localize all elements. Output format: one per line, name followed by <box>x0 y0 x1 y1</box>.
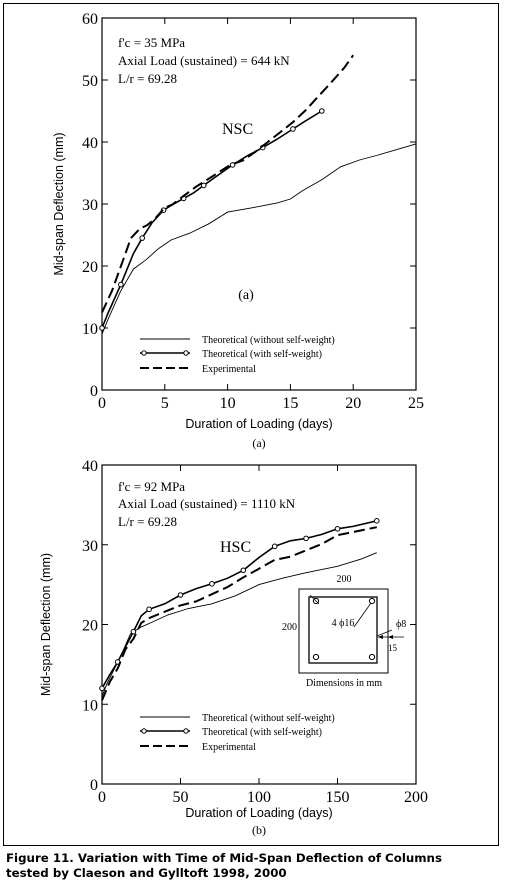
panel-a-legend-label: Experimental <box>202 364 256 375</box>
rebar <box>368 653 376 661</box>
panel-b-x-tick-label: 100 <box>247 789 271 806</box>
panel-b-data-point <box>373 518 380 524</box>
hook <box>309 594 320 605</box>
panel-a-inner-label: (a) <box>238 288 254 303</box>
panel-b-data-point <box>271 543 278 550</box>
panel-a-concrete-label: NSC <box>222 121 253 138</box>
panel-a-load-annotation: Axial Load (sustained) = 644 kN <box>118 53 290 68</box>
rebar <box>368 597 376 605</box>
cross-section-inset <box>298 588 404 674</box>
panel-a-y-tick-label: 60 <box>82 11 98 28</box>
panel-a-data-point <box>118 281 124 288</box>
panel-b-load-annotation: Axial Load (sustained) = 1110 kN <box>118 496 296 511</box>
panel-b-panel-label: (b) <box>252 823 266 837</box>
panel-b-legend-label: Theoretical (without self-weight) <box>202 713 335 724</box>
inset-left-dimension: 200 <box>282 622 297 633</box>
panel-b-y-tick-label: 10 <box>82 697 98 714</box>
inset-bar-label: 4 ϕ16 <box>332 618 355 629</box>
rebar <box>312 597 320 605</box>
panel-a-y-tick-label: 20 <box>82 259 98 276</box>
panel-a-x-axis-label: Duration of Loading (days) <box>185 417 332 431</box>
panel-a-data-point <box>200 182 207 189</box>
inset-units-label: Dimensions in mm <box>306 678 382 689</box>
panel-a-legend-marker <box>183 350 189 356</box>
inset-top-dimension: 200 <box>337 574 352 585</box>
bar-leader <box>353 602 372 628</box>
panel-a-x-tick-label: 10 <box>220 395 236 412</box>
panel-a-y-tick-label: 10 <box>82 321 98 338</box>
panel-b-legend-marker <box>141 728 147 734</box>
panel-a-series-theoretical-no-self-weight <box>101 143 417 335</box>
panel-b-data-point <box>334 526 341 532</box>
panel-a-legend-label: Theoretical (without self-weight) <box>202 335 335 346</box>
caption-line-1: Figure 11. Variation with Time of Mid-Sp… <box>6 851 442 865</box>
tie-leader <box>376 629 393 637</box>
panel-b-series-experimental <box>101 526 377 701</box>
panel-a-y-axis-label: Mid-span Deflection (mm) <box>52 132 66 275</box>
panel-b-x-axis-label: Duration of Loading (days) <box>185 806 332 820</box>
panel-b-y-tick-label: 30 <box>82 538 98 555</box>
panel-b-data-point <box>240 567 247 574</box>
panel-b-x-tick-label: 200 <box>404 789 428 806</box>
panel-a-y-tick-label: 30 <box>82 197 98 214</box>
tie-outline <box>308 596 378 664</box>
panel-b-data-point <box>99 685 105 692</box>
panel-a-fc-annotation: f'c = 35 MPa <box>118 35 185 50</box>
panel-a-legend-marker <box>141 350 147 356</box>
panel-a-lr-annotation: L/r = 69.28 <box>118 71 177 86</box>
panel-b-lr-annotation: L/r = 69.28 <box>118 514 177 529</box>
panel-a-x-tick-label: 0 <box>98 395 106 412</box>
figure-frame <box>3 3 499 846</box>
panel-a-x-tick-label: 25 <box>408 395 424 412</box>
panel-b-legend-marker <box>183 728 189 734</box>
panel-a-panel-label: (a) <box>252 436 265 450</box>
panel-b-data-point <box>130 628 137 635</box>
panel-b-x-tick-label: 0 <box>98 789 106 806</box>
arrowhead <box>378 635 383 639</box>
panel-a-data-point <box>139 235 145 241</box>
panel-b-y-tick-label: 0 <box>90 777 98 794</box>
panel-b-x-tick-label: 50 <box>173 789 189 806</box>
panel-b-y-axis-label: Mid-span Deflection (mm) <box>39 553 53 696</box>
panel-a-y-tick-label: 0 <box>90 383 98 400</box>
panel-b-data-point <box>303 535 309 542</box>
panel-b-data-point <box>177 592 184 598</box>
panel-a-series-theoretical-self-weight <box>101 110 323 329</box>
figure-caption: Figure 11. Variation with Time of Mid-Sp… <box>6 851 502 881</box>
panel-b-legend-label: Theoretical (with self-weight) <box>202 727 322 738</box>
rebar <box>312 653 320 661</box>
panel-a-x-tick-label: 20 <box>345 395 361 412</box>
panel-a-y-tick-label: 40 <box>82 135 98 152</box>
inset-tie-label: ϕ8 <box>396 619 406 630</box>
panel-a-series-experimental <box>101 54 355 313</box>
panel-a-legend-label: Theoretical (with self-weight) <box>202 349 322 360</box>
panel-b-y-tick-label: 20 <box>82 618 98 635</box>
panel-b-fc-annotation: f'c = 92 MPa <box>118 479 185 494</box>
inset-cover-label: 15 <box>388 643 398 653</box>
panel-a-data-point <box>229 162 236 168</box>
panel-a-x-tick-label: 5 <box>161 395 169 412</box>
panel-b-y-tick-label: 40 <box>82 458 98 475</box>
section-outline <box>298 588 389 674</box>
panel-a-y-tick-label: 50 <box>82 73 98 90</box>
arrowhead <box>388 635 393 639</box>
panel-a-x-tick-label: 15 <box>282 395 298 412</box>
panel-b-data-point <box>209 581 215 587</box>
panel-b-x-tick-label: 150 <box>326 789 350 806</box>
panel-a-data-point <box>99 325 105 331</box>
caption-line-2: tested by Claeson and Gylltoft 1998, 200… <box>6 866 287 880</box>
panel-b-legend-label: Experimental <box>202 742 256 753</box>
panel-b-data-point <box>146 606 152 613</box>
panel-b-concrete-label: HSC <box>220 539 251 556</box>
panel-a-data-point <box>319 108 325 114</box>
panel-a-data-point <box>290 126 296 132</box>
